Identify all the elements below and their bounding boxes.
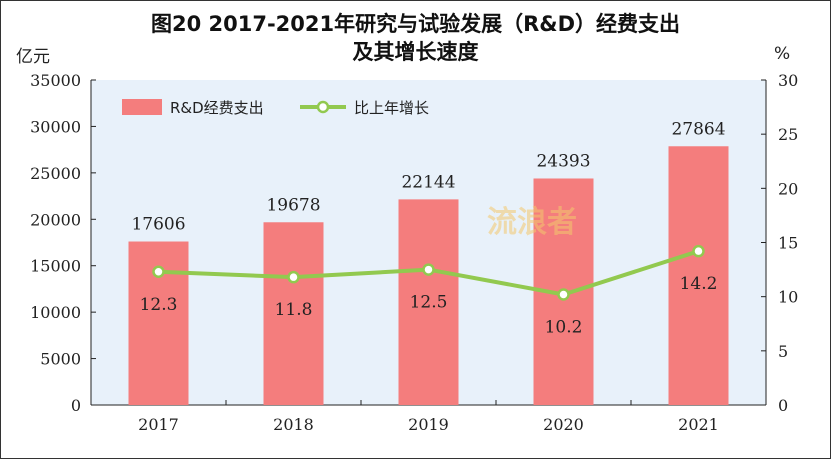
y-right-tick-label: 20	[778, 179, 798, 198]
growth-value-label: 10.2	[545, 318, 583, 338]
growth-point	[692, 244, 705, 258]
growth-point	[557, 288, 570, 301]
y-left-tick-label: 0	[71, 396, 81, 415]
x-tick-label: 2019	[408, 415, 449, 434]
growth-point	[422, 263, 435, 276]
x-tick-label: 2020	[543, 415, 584, 434]
growth-point	[152, 265, 165, 278]
bar	[668, 146, 729, 405]
bar	[398, 199, 459, 405]
y-right-tick-label: 15	[778, 234, 798, 253]
y-left-unit: 亿元	[16, 47, 50, 67]
growth-value-label: 12.5	[410, 293, 448, 313]
y-right-tick-label: 30	[778, 71, 798, 90]
x-tick-label: 2017	[138, 415, 179, 434]
bar-value-label: 22144	[401, 172, 455, 192]
bar-value-label: 27864	[671, 119, 725, 139]
legend-line-marker	[316, 100, 330, 114]
y-left-tick-label: 25000	[30, 164, 81, 183]
y-right-unit: %	[774, 44, 791, 64]
chart-title-line2: 及其增长速度	[352, 40, 479, 64]
y-right-tick-label: 10	[778, 288, 798, 307]
bar-value-label: 19678	[266, 195, 320, 215]
bar-value-label: 17606	[131, 215, 185, 235]
y-left-tick-label: 15000	[30, 257, 81, 276]
x-tick-label: 2018	[273, 415, 314, 434]
y-right-tick-label: 0	[778, 396, 788, 415]
growth-value-label: 11.8	[275, 300, 313, 320]
bar	[263, 222, 324, 405]
y-right-tick-label: 5	[778, 342, 788, 361]
y-left-tick-label: 30000	[30, 117, 81, 136]
y-left-tick-label: 20000	[30, 210, 81, 229]
legend-bar-label: R&D经费支出	[170, 99, 264, 117]
y-right-tick-label: 25	[778, 125, 798, 144]
growth-value-label: 14.2	[680, 274, 718, 294]
chart-title-line1: 图20 2017-2021年研究与试验发展（R&D）经费支出	[150, 12, 681, 36]
legend-bar-swatch	[122, 99, 162, 115]
watermark-text: 流浪者	[487, 205, 577, 240]
legend-line-label: 比上年增长	[354, 99, 429, 117]
x-tick-label: 2021	[678, 415, 719, 434]
growth-point	[287, 270, 300, 284]
y-left-tick-label: 5000	[40, 350, 81, 369]
bar-value-label: 24393	[536, 151, 590, 171]
y-left-tick-label: 10000	[30, 303, 81, 322]
growth-value-label: 12.3	[140, 295, 178, 315]
y-left-tick-label: 35000	[30, 71, 81, 90]
